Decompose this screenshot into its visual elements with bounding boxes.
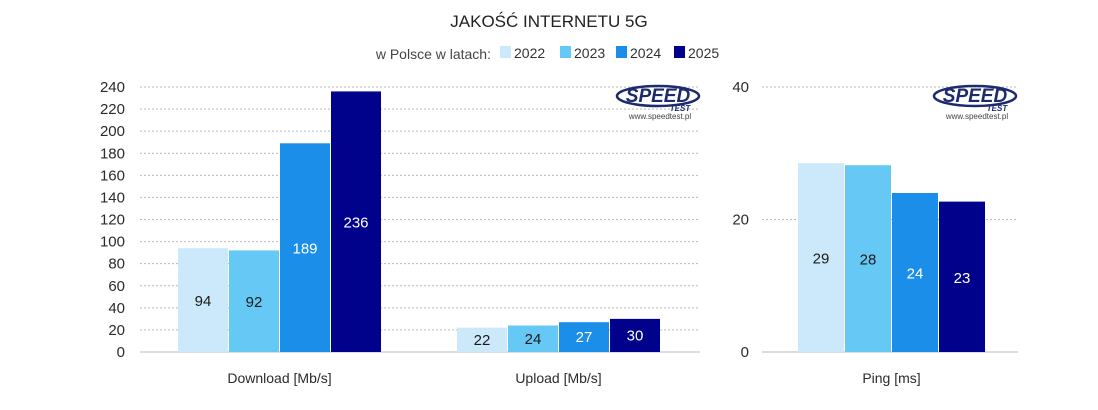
- data-label-2-2023: 28: [860, 252, 877, 269]
- bar-0-2025: [331, 91, 381, 353]
- data-label-1-2023: 24: [525, 331, 542, 348]
- logo-url: www.speedtest.pl: [945, 112, 1008, 121]
- bar-0-2023: [229, 250, 279, 352]
- y-tick-label-left: 100: [100, 234, 125, 251]
- data-label-0-2022: 94: [195, 293, 212, 310]
- bar-1-2025: [610, 318, 660, 352]
- y-tick-label-left: 40: [108, 300, 125, 317]
- data-label-0-2024: 189: [292, 241, 317, 258]
- y-tick-label-left: 60: [108, 278, 125, 295]
- y-tick-label-left: 240: [100, 79, 125, 96]
- bar-0-2024: [280, 143, 330, 352]
- legend-label-2022: 2022: [514, 45, 545, 61]
- legend: 2022 2023 2024 2025: [500, 45, 719, 61]
- data-label-0-2023: 92: [246, 294, 263, 311]
- y-tick-label-left: 160: [100, 167, 125, 184]
- logo-swoosh-icon: [615, 84, 701, 108]
- bar-2-2025: [939, 201, 985, 352]
- category-label-1: Upload [Mb/s]: [515, 370, 601, 386]
- bar-1-2024: [559, 322, 609, 352]
- bar-1-2022: [457, 327, 507, 352]
- data-label-2-2024: 24: [907, 266, 924, 283]
- bars: 94 92 189 236 Download [Mb/s] 22 24 27 30 Upload …: [178, 91, 985, 386]
- legend-swatch-2024: [616, 46, 627, 58]
- logo-url: www.speedtest.pl: [628, 112, 691, 121]
- category-label-0: Download [Mb/s]: [227, 370, 331, 386]
- logo-swoosh-icon: [932, 84, 1018, 108]
- bar-1-2023: [508, 325, 558, 352]
- chart-subtitle: w Polsce w latach:: [375, 46, 491, 62]
- y-tick-label-left: 0: [117, 344, 125, 361]
- bar-2-2022: [798, 163, 844, 352]
- legend-swatch-2022: [500, 46, 511, 58]
- y-tick-label-left: 220: [100, 101, 125, 118]
- y-tick-label-right: 40: [732, 79, 749, 96]
- bar-0-2022: [178, 248, 228, 352]
- logo-text: SPEED: [626, 86, 691, 107]
- logo-subtext: TEST: [670, 104, 692, 113]
- data-label-1-2025: 30: [627, 327, 644, 344]
- category-label-2: Ping [ms]: [862, 370, 920, 386]
- data-label-2-2025: 23: [954, 270, 971, 287]
- logos: SPEEDTESTwww.speedtest.plSPEEDTESTwww.sp…: [615, 84, 1018, 121]
- y-tick-label-right: 20: [732, 212, 749, 229]
- logo-subtext: TEST: [987, 104, 1009, 113]
- data-label-1-2024: 27: [576, 329, 593, 346]
- y-tick-label-left: 180: [100, 145, 125, 162]
- y-tick-label-right: 0: [741, 344, 749, 361]
- y-tick-label-left: 200: [100, 123, 125, 140]
- y-tick-label-left: 20: [108, 322, 125, 339]
- y-tick-label-left: 140: [100, 189, 125, 206]
- y-tick-label-left: 80: [108, 256, 125, 273]
- y-tick-label-left: 120: [100, 212, 125, 229]
- legend-swatch-2023: [560, 46, 571, 58]
- data-label-0-2025: 236: [343, 215, 368, 232]
- data-label-2-2022: 29: [813, 251, 830, 268]
- legend-label-2025: 2025: [688, 45, 719, 61]
- gridlines-left: 0 20 40 60 80 100 120 140 160 180 200 220 240: [100, 79, 700, 361]
- legend-swatch-2025: [674, 46, 685, 58]
- logo-text: SPEED: [943, 86, 1008, 107]
- chart-title: JAKOŚĆ INTERNETU 5G: [450, 12, 647, 31]
- bar-2-2023: [845, 165, 891, 352]
- legend-label-2024: 2024: [630, 45, 661, 61]
- data-label-1-2022: 22: [474, 332, 491, 349]
- legend-label-2023: 2023: [574, 45, 605, 61]
- bar-2-2024: [892, 193, 938, 352]
